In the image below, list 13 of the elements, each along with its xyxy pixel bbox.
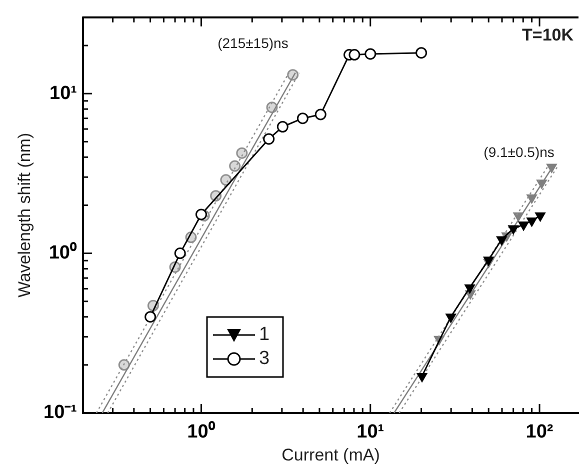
x-tick-label: 10² [526,422,554,443]
y-axis-title: Wavelength shift (nm) [14,132,34,298]
annotation: T=10K [522,25,574,44]
legend-label: 1 [259,324,270,346]
x-tick-label: 10¹ [356,422,384,443]
x-axis-title: Current (mA) [282,445,380,464]
y-tick-label: 10¹ [50,82,77,104]
x-tick-label: 10⁰ [187,420,216,443]
y-tick-label: 10⁰ [48,242,77,264]
legend-label: 3 [259,348,270,370]
annotation: (9.1±0.5)ns [484,144,554,160]
y-tick-label: 10⁻¹ [44,402,77,424]
annotation: (215±15)ns [218,35,288,52]
